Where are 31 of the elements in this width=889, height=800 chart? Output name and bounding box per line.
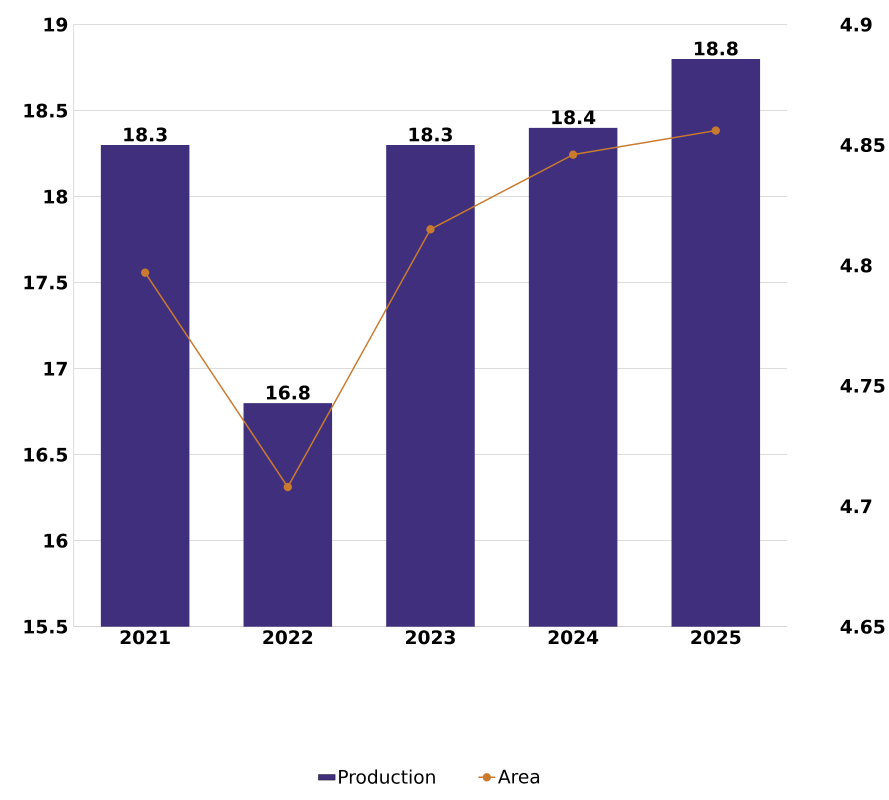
x-tick-label: 2021: [120, 630, 170, 644]
data-label: 18.3: [410, 128, 452, 142]
point: [284, 482, 292, 492]
data-label: 16.8: [266, 386, 310, 400]
point: [140, 268, 150, 277]
x-tick-label: 2022: [263, 630, 312, 644]
x-tick-label: 2025: [691, 630, 740, 644]
y2-tick-label: 4.8: [840, 258, 872, 273]
y2-tick-label: 4.75: [840, 379, 884, 393]
y-tick-label: 17: [44, 362, 67, 376]
legend-label: Area: [498, 770, 540, 784]
x-tick-label: 2024: [548, 630, 598, 644]
point: [568, 150, 578, 159]
legend-label: Production: [339, 770, 435, 784]
y-tick-label: 15.5: [24, 620, 68, 634]
y-tick-label: 17.5: [24, 276, 68, 290]
data-label: 18.8: [694, 41, 738, 56]
point: [712, 126, 720, 135]
y2-tick-label: 4.9: [840, 18, 872, 32]
y-tick-label: 16.5: [24, 448, 68, 462]
x-tick-label: 2023: [406, 630, 455, 644]
y2-tick-label: 4.65: [840, 620, 884, 634]
point: [426, 225, 435, 234]
y-tick-label: 18.5: [24, 104, 68, 118]
y2-tick-label: 4.85: [840, 138, 884, 152]
y-tick-label: 19: [44, 18, 68, 32]
y-tick-label: 16: [44, 534, 68, 548]
y2-tick-label: 4.7: [840, 500, 872, 514]
data-label: 18.3: [124, 128, 167, 142]
data-label: 18.4: [552, 110, 596, 124]
y-tick-label: 18: [44, 190, 68, 204]
